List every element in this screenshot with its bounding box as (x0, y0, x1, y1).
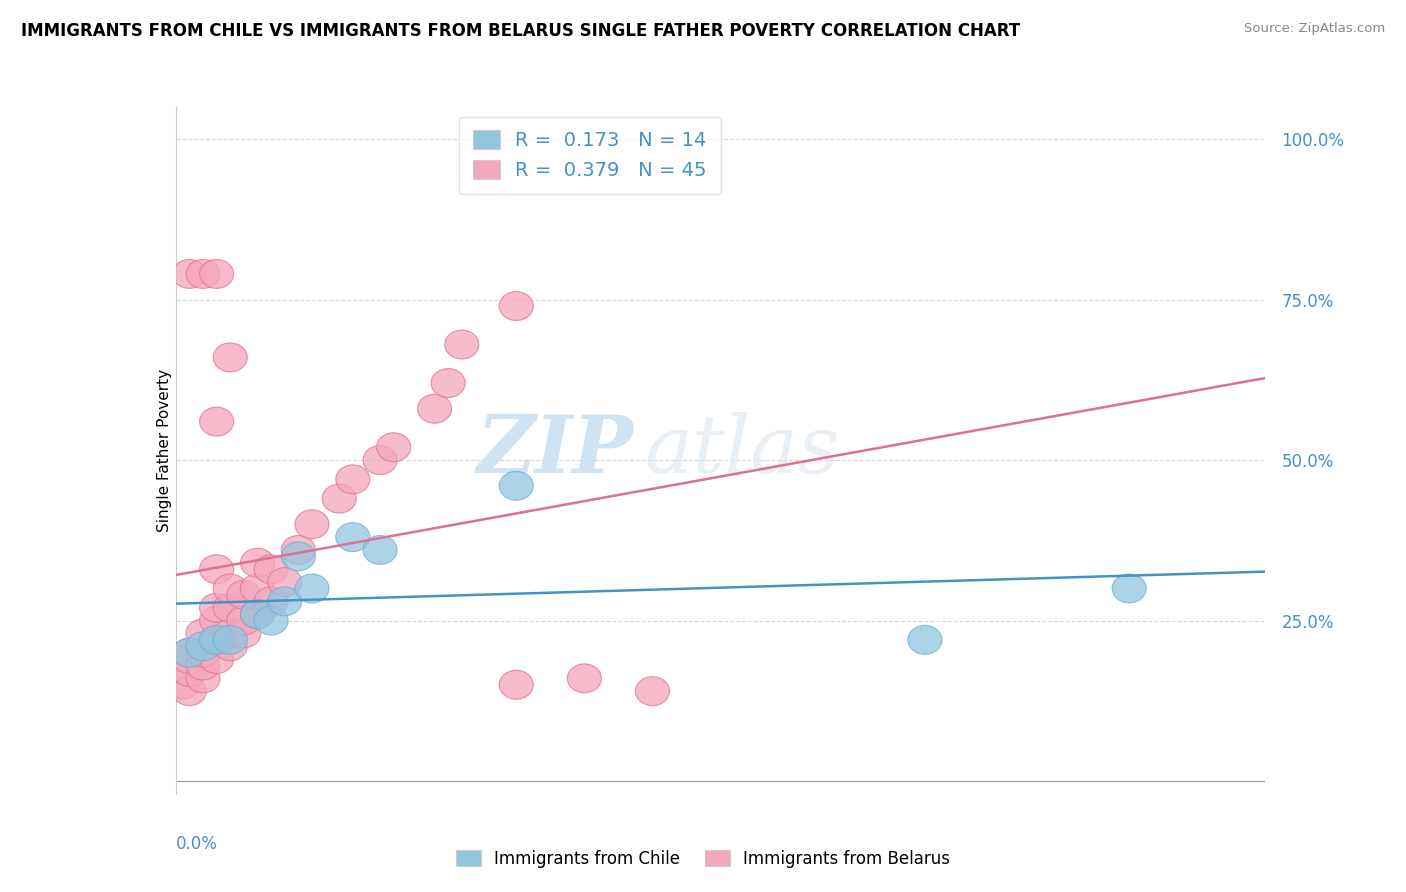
Ellipse shape (173, 645, 207, 673)
Ellipse shape (200, 645, 233, 673)
Ellipse shape (240, 599, 274, 629)
Ellipse shape (432, 368, 465, 398)
Ellipse shape (363, 446, 396, 475)
Ellipse shape (636, 677, 669, 706)
Ellipse shape (214, 619, 247, 648)
Ellipse shape (173, 260, 207, 288)
Ellipse shape (499, 670, 533, 699)
Ellipse shape (377, 433, 411, 462)
Ellipse shape (173, 638, 207, 667)
Ellipse shape (418, 394, 451, 423)
Ellipse shape (214, 625, 247, 654)
Ellipse shape (200, 555, 233, 583)
Text: IMMIGRANTS FROM CHILE VS IMMIGRANTS FROM BELARUS SINGLE FATHER POVERTY CORRELATI: IMMIGRANTS FROM CHILE VS IMMIGRANTS FROM… (21, 22, 1021, 40)
Ellipse shape (322, 484, 356, 513)
Text: 0.0%: 0.0% (176, 835, 218, 853)
Ellipse shape (214, 343, 247, 372)
Ellipse shape (295, 574, 329, 603)
Ellipse shape (226, 619, 262, 648)
Ellipse shape (568, 664, 602, 693)
Ellipse shape (267, 567, 302, 597)
Ellipse shape (281, 535, 315, 565)
Ellipse shape (363, 535, 396, 565)
Ellipse shape (226, 607, 262, 635)
Ellipse shape (214, 593, 247, 623)
Ellipse shape (240, 574, 274, 603)
Ellipse shape (254, 607, 288, 635)
Ellipse shape (186, 638, 219, 667)
Ellipse shape (281, 542, 315, 571)
Ellipse shape (186, 651, 219, 680)
Ellipse shape (240, 549, 274, 577)
Y-axis label: Single Father Poverty: Single Father Poverty (157, 369, 172, 532)
Ellipse shape (267, 587, 302, 615)
Ellipse shape (336, 465, 370, 494)
Ellipse shape (908, 625, 942, 654)
Ellipse shape (186, 260, 219, 288)
Text: atlas: atlas (644, 412, 839, 489)
Ellipse shape (186, 632, 219, 661)
Ellipse shape (254, 555, 288, 583)
Ellipse shape (186, 619, 219, 648)
Ellipse shape (226, 581, 262, 609)
Ellipse shape (499, 292, 533, 320)
Ellipse shape (499, 471, 533, 500)
Ellipse shape (200, 260, 233, 288)
Ellipse shape (1112, 574, 1146, 603)
Ellipse shape (200, 625, 233, 654)
Ellipse shape (214, 574, 247, 603)
Ellipse shape (173, 638, 207, 667)
Ellipse shape (254, 587, 288, 615)
Ellipse shape (295, 510, 329, 539)
Ellipse shape (240, 599, 274, 629)
Ellipse shape (200, 625, 233, 654)
Text: ZIP: ZIP (477, 412, 633, 489)
Ellipse shape (200, 607, 233, 635)
Ellipse shape (186, 664, 219, 693)
Ellipse shape (214, 632, 247, 661)
Legend: Immigrants from Chile, Immigrants from Belarus: Immigrants from Chile, Immigrants from B… (449, 844, 957, 875)
Ellipse shape (166, 670, 200, 699)
Text: Source: ZipAtlas.com: Source: ZipAtlas.com (1244, 22, 1385, 36)
Ellipse shape (336, 523, 370, 551)
Ellipse shape (444, 330, 479, 359)
Ellipse shape (173, 677, 207, 706)
Legend: R =  0.173   N = 14, R =  0.379   N = 45: R = 0.173 N = 14, R = 0.379 N = 45 (460, 117, 720, 194)
Ellipse shape (200, 593, 233, 623)
Ellipse shape (200, 407, 233, 436)
Ellipse shape (173, 657, 207, 686)
